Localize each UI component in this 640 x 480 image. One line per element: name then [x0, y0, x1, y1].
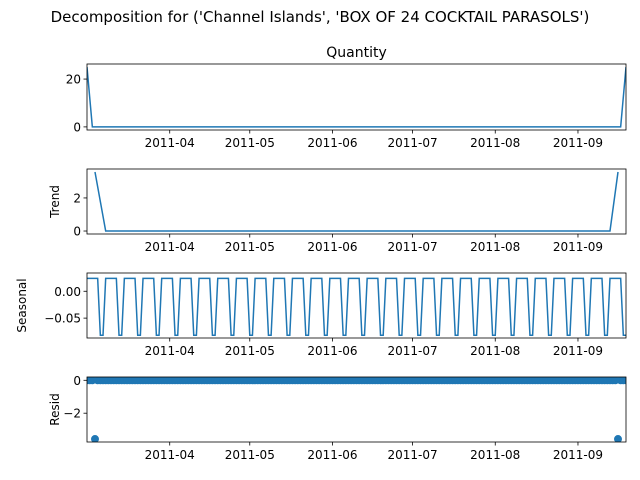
panel-title: Quantity [326, 45, 387, 61]
y-tick-label: 0 [73, 120, 81, 134]
resid-point [91, 435, 99, 442]
x-tick-label: 2011-05 [225, 344, 275, 358]
x-tick-label: 2011-08 [470, 136, 520, 150]
panel-data [87, 277, 626, 337]
seasonal-line [87, 277, 626, 337]
x-tick-label: 2011-08 [470, 240, 520, 254]
panel-1: Quantity 2011-04 2011-05 2011-06 2011-07 2011… [66, 45, 627, 150]
x-tick-label: 2011-06 [307, 240, 357, 254]
x-tick-label: 2011-09 [553, 344, 603, 358]
x-tick-label: 2011-04 [145, 240, 195, 254]
panel-frame [86, 63, 627, 131]
x-tick-label: 2011-06 [307, 344, 357, 358]
x-tick-label: 2011-04 [145, 136, 195, 150]
x-tick-label: 2011-09 [553, 136, 603, 150]
y-axis-label: Trend [48, 185, 62, 219]
trend-line [94, 171, 619, 232]
figure-suptitle: Decomposition for ('Channel Islands', 'B… [51, 8, 590, 26]
y-tick-label: 0 [73, 374, 81, 388]
x-tick-label: 2011-05 [225, 448, 275, 462]
y-tick-label: −0.05 [44, 312, 81, 326]
y-axis-label: Resid [48, 393, 62, 425]
x-tick-label: 2011-05 [225, 136, 275, 150]
panel-frame [86, 272, 627, 339]
x-tick-label: 2011-07 [387, 344, 437, 358]
panel-4: Resid 2011-04 2011-05 2011-06 2011-07 2011-08… [48, 374, 627, 462]
panel-data [94, 171, 619, 232]
panel-2: Trend 2011-04 2011-05 2011-06 2011-07 2011-08… [48, 168, 627, 254]
y-tick-label: 0.00 [54, 285, 81, 299]
x-tick-label: 2011-09 [553, 240, 603, 254]
panels: Quantity 2011-04 2011-05 2011-06 2011-07 2011… [15, 45, 627, 462]
x-tick-label: 2011-05 [225, 240, 275, 254]
panel-frame [86, 168, 627, 235]
x-tick-label: 2011-08 [470, 448, 520, 462]
x-tick-label: 2011-07 [387, 136, 437, 150]
y-tick-label: 20 [66, 73, 81, 87]
x-tick-label: 2011-04 [145, 448, 195, 462]
x-tick-label: 2011-08 [470, 344, 520, 358]
x-tick-label: 2011-07 [387, 448, 437, 462]
x-tick-label: 2011-07 [387, 240, 437, 254]
x-tick-label: 2011-06 [307, 136, 357, 150]
resid-point [622, 377, 626, 385]
panel-data [87, 377, 626, 442]
panel-data [87, 67, 626, 128]
y-tick-label: −2 [63, 407, 81, 421]
resid-point [614, 435, 622, 442]
quantity-line [87, 67, 626, 128]
y-tick-label: 2 [73, 191, 81, 205]
panel-frame [86, 376, 627, 443]
x-tick-label: 2011-09 [553, 448, 603, 462]
x-tick-label: 2011-04 [145, 344, 195, 358]
panel-3: Seasonal 2011-04 2011-05 2011-06 2011-07 2011… [15, 272, 627, 358]
y-tick-label: 0 [73, 225, 81, 239]
y-axis-label: Seasonal [15, 278, 29, 332]
x-tick-label: 2011-06 [307, 448, 357, 462]
